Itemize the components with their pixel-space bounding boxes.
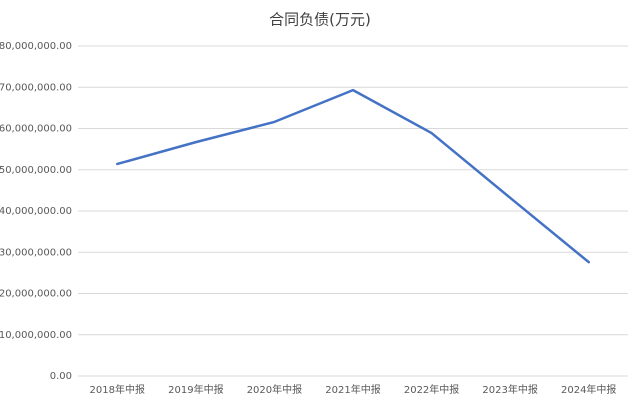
x-tick-label: 2018年中报: [90, 383, 145, 396]
y-tick-label: 70,000,000.00: [0, 82, 72, 93]
y-tick-label: 0.00: [50, 371, 72, 382]
y-tick-label: 40,000,000.00: [0, 206, 72, 217]
y-tick-label: 60,000,000.00: [0, 124, 72, 135]
x-tick-label: 2019年中报: [168, 383, 223, 396]
x-tick-label: 2021年中报: [325, 383, 380, 396]
y-tick-label: 10,000,000.00: [0, 330, 72, 341]
x-tick-label: 2024年中报: [561, 383, 616, 396]
x-tick-label: 2022年中报: [404, 383, 459, 396]
y-tick-label: 20,000,000.00: [0, 289, 72, 300]
y-tick-label: 80,000,000.00: [0, 41, 72, 52]
y-tick-label: 50,000,000.00: [0, 165, 72, 176]
chart-title: 合同负债(万元): [269, 11, 371, 29]
x-tick-label: 2020年中报: [247, 383, 302, 396]
y-tick-label: 30,000,000.00: [0, 247, 72, 258]
data-line: [116, 88, 590, 264]
x-tick-label: 2023年中报: [482, 383, 537, 396]
